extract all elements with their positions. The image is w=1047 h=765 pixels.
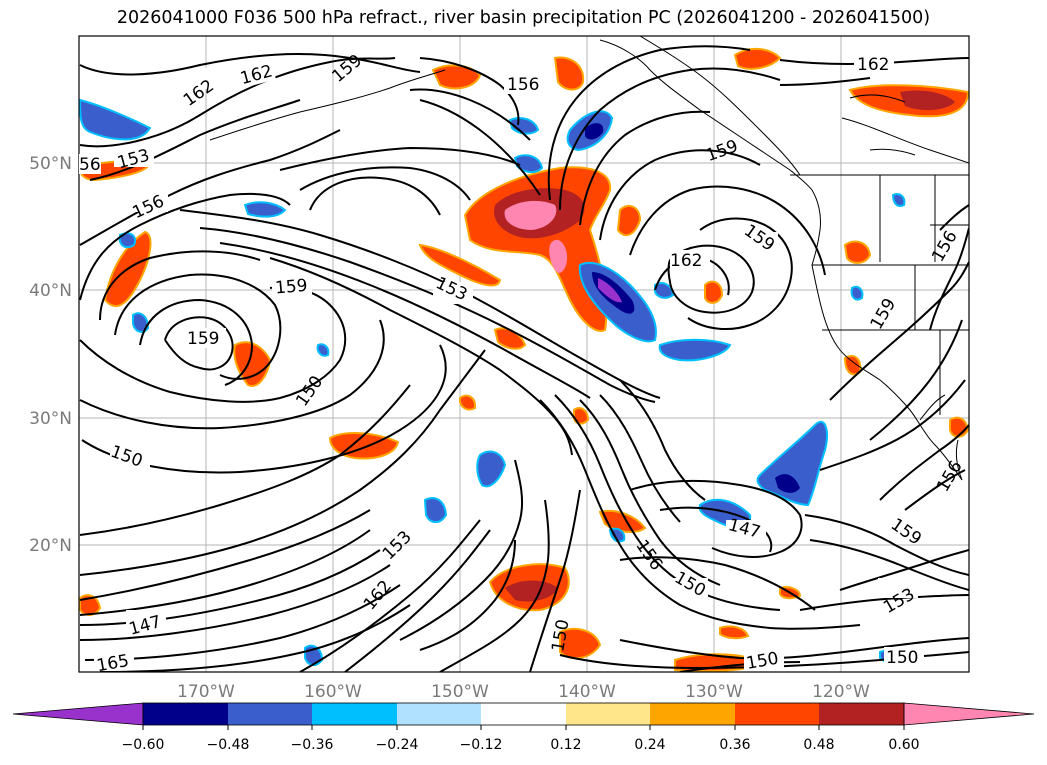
lat-label: 50°N (29, 154, 72, 174)
colorbar-tick-label: 0.36 (719, 737, 750, 753)
colorbar-tick-label: −0.36 (291, 737, 334, 753)
contour-label: 56 (79, 155, 101, 175)
height-contours (79, 45, 969, 672)
lat-label: 20°N (29, 536, 72, 556)
contour-labels: 162 162 159 156 162 153 56 156 159 159 1… (79, 51, 967, 676)
positive-anomaly-shading (79, 47, 969, 672)
lon-label: 140°W (558, 682, 616, 702)
colorbar-tick-label: 0.60 (888, 737, 919, 753)
colorbar-tick-label: −0.48 (207, 737, 250, 753)
colorbar-tick-label: 0.12 (550, 737, 581, 753)
colorbar-extend-max (903, 702, 1035, 726)
colorbar-tick-label: −0.24 (376, 737, 419, 753)
contour-label: 162 (857, 55, 889, 75)
plot-frame (78, 35, 970, 673)
contour-label: 156 (507, 75, 539, 95)
lat-label: 30°N (29, 409, 72, 429)
colorbar-tick-label: 0.48 (803, 737, 834, 753)
colorbar-extend-min (12, 702, 144, 726)
colorbar-swatch (312, 703, 397, 725)
colorbar-swatch (143, 703, 228, 725)
coastlines-and-borders (209, 36, 969, 481)
colorbar-swatch (566, 703, 650, 725)
lon-labels: 170°W 160°W 150°W 140°W 130°W 120°W (177, 682, 870, 702)
colorbar-swatch (228, 703, 312, 725)
colorbar-swatch (397, 703, 481, 725)
lat-labels: 50°N 40°N 30°N 20°N (29, 154, 72, 556)
contour-label: 159 (187, 329, 219, 349)
colorbar-tick-label: −0.60 (122, 737, 165, 753)
contour-label: 159 (274, 276, 308, 299)
colorbar-swatch (735, 703, 819, 725)
colorbar-tick-label: 0.24 (634, 737, 665, 753)
contour-label: 162 (670, 251, 702, 271)
lon-label: 150°W (431, 682, 489, 702)
map-title: 2026041000 F036 500 hPa refract., river … (116, 8, 931, 28)
lon-label: 160°W (304, 682, 362, 702)
lon-label: 130°W (685, 682, 743, 702)
colorbar: −0.60 −0.48 −0.36 −0.24 −0.12 0.12 0.24 … (12, 702, 1035, 753)
lon-label: 120°W (812, 682, 870, 702)
lat-label: 40°N (29, 281, 72, 301)
colorbar-tick-label: −0.12 (460, 737, 503, 753)
lon-label: 170°W (177, 682, 235, 702)
colorbar-swatch (481, 703, 566, 725)
colorbar-swatch (650, 703, 735, 725)
contour-label: 150 (886, 648, 918, 668)
colorbar-swatch (819, 703, 904, 725)
